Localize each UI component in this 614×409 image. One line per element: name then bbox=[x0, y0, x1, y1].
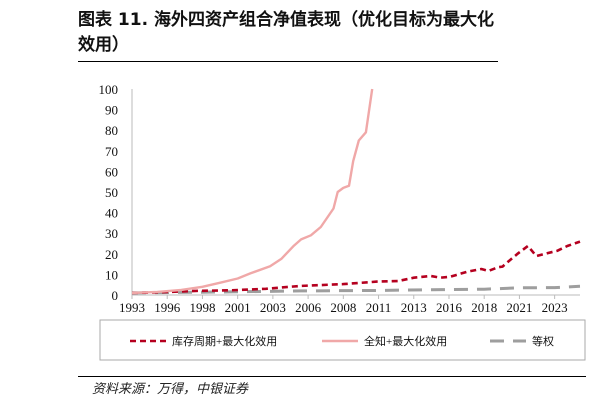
x-tick-label: 2008 bbox=[330, 300, 356, 315]
x-tick-label: 2006 bbox=[295, 300, 322, 315]
x-tick-label: 2003 bbox=[260, 300, 286, 315]
series-line-0 bbox=[131, 240, 581, 295]
y-tick-label: 70 bbox=[105, 144, 118, 159]
series-line-1 bbox=[131, 88, 374, 295]
y-tick-label: 10 bbox=[105, 267, 118, 282]
x-tick-label: 2013 bbox=[401, 300, 427, 315]
y-tick-label: 30 bbox=[105, 226, 118, 241]
y-tick-label: 40 bbox=[105, 206, 118, 221]
legend-label-1: 全知+最大化效用 bbox=[364, 334, 447, 348]
x-tick-label: 1998 bbox=[189, 300, 215, 315]
y-tick-label: 20 bbox=[105, 247, 118, 262]
legend-label-0: 库存周期+最大化效用 bbox=[172, 334, 277, 348]
y-tick-label: 80 bbox=[105, 123, 118, 138]
x-tick-label: 2018 bbox=[471, 300, 497, 315]
x-tick-label: 1996 bbox=[154, 300, 181, 315]
x-tick-label: 2021 bbox=[506, 300, 532, 315]
y-tick-label: 100 bbox=[99, 82, 119, 97]
x-tick-label: 2001 bbox=[225, 300, 251, 315]
legend-label-2: 等权 bbox=[532, 334, 554, 348]
source-note: 资料来源：万得，中银证券 bbox=[92, 382, 249, 397]
line-chart: 0 10 20 30 40 50 60 70 80 90 100 1993 1996 1998 2001 20… bbox=[99, 82, 586, 361]
y-tick-label: 50 bbox=[105, 185, 118, 200]
y-tick-label: 90 bbox=[105, 103, 118, 118]
series-line-2 bbox=[131, 284, 581, 295]
x-tick-label: 2023 bbox=[542, 300, 568, 315]
title-rule bbox=[78, 61, 498, 62]
bottom-rule bbox=[78, 376, 586, 377]
x-tick-label: 1993 bbox=[119, 300, 145, 315]
x-tick-label: 2016 bbox=[436, 300, 463, 315]
x-tick-label: 2011 bbox=[366, 300, 392, 315]
figure-title: 图表 11. 海外四资产组合净值表现（优化目标为最大化效用） bbox=[78, 10, 494, 55]
y-tick-label: 60 bbox=[105, 164, 118, 179]
y-tick-label: 0 bbox=[112, 288, 119, 303]
